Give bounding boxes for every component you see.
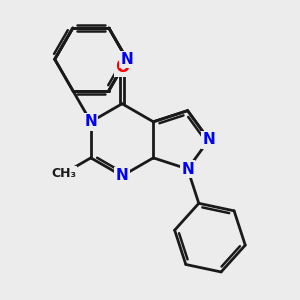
Text: N: N bbox=[121, 52, 133, 67]
Text: N: N bbox=[85, 114, 97, 129]
Text: N: N bbox=[202, 132, 215, 147]
Text: CH₃: CH₃ bbox=[52, 167, 77, 180]
Text: N: N bbox=[181, 161, 194, 176]
Text: N: N bbox=[116, 168, 128, 183]
Text: O: O bbox=[115, 58, 129, 76]
